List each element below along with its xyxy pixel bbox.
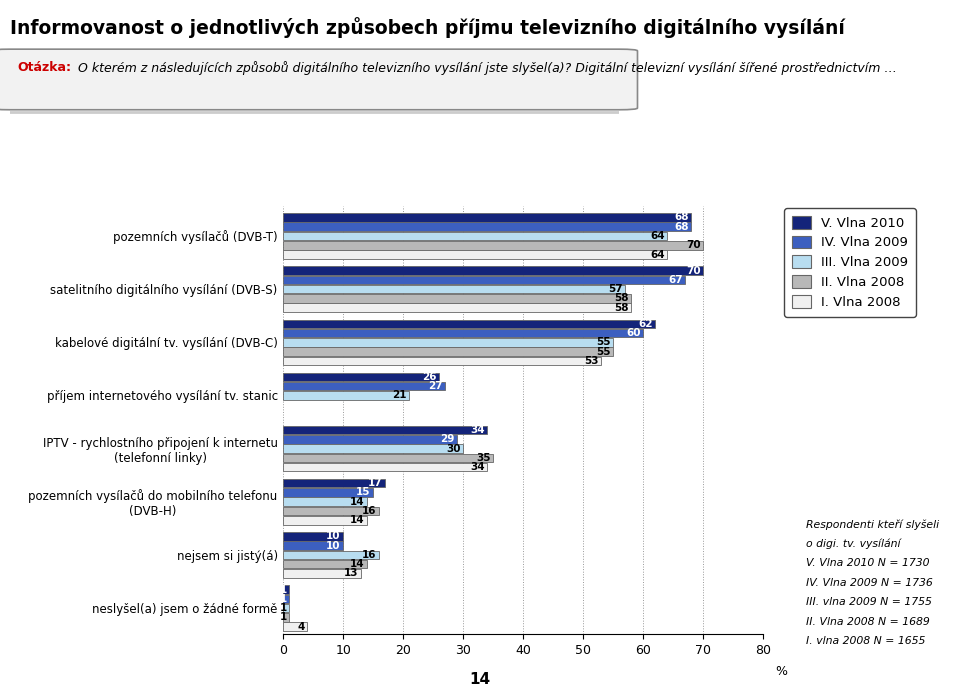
Text: 14: 14 [350,497,365,507]
Bar [283,445,463,453]
Text: 10: 10 [326,541,341,551]
Bar [283,275,685,284]
Text: 58: 58 [614,293,629,303]
Bar [283,569,361,578]
Text: 29: 29 [441,434,455,445]
Text: %: % [776,666,787,678]
Bar [283,613,289,622]
Bar [283,585,289,594]
Bar [283,516,367,525]
Text: I. vlna 2008 N = 1655: I. vlna 2008 N = 1655 [806,636,925,646]
Bar [283,454,493,462]
Text: 30: 30 [446,443,461,454]
Text: 64: 64 [650,250,664,259]
Bar [283,595,289,603]
Text: 1: 1 [279,594,287,604]
Text: 17: 17 [369,478,383,488]
Text: o digi. tv. vysílání: o digi. tv. vysílání [806,539,900,549]
Text: 13: 13 [345,569,359,579]
Bar [283,357,601,365]
Text: 62: 62 [638,319,653,329]
Bar [283,498,367,506]
Text: 34: 34 [470,425,485,435]
Bar [283,604,289,613]
Bar [283,231,667,240]
Text: 35: 35 [476,453,491,463]
Bar [283,250,667,259]
Text: 14: 14 [350,559,365,569]
FancyBboxPatch shape [0,49,637,109]
Bar [283,338,613,346]
Bar [283,373,439,381]
Bar [283,241,703,250]
Text: 1: 1 [279,603,287,613]
Text: 27: 27 [428,381,443,391]
Text: 21: 21 [393,390,407,401]
Text: 70: 70 [686,240,701,250]
Text: 16: 16 [362,550,376,560]
Text: 53: 53 [585,355,599,366]
Bar [283,426,487,434]
Text: 14: 14 [469,671,491,687]
Text: 55: 55 [596,337,611,347]
Text: 15: 15 [356,487,371,498]
Bar [283,347,613,355]
Bar [283,560,367,569]
Text: Informovanost o jednotlivých způsobech příjmu televizního digitálního vysílání: Informovanost o jednotlivých způsobech p… [10,17,845,38]
Bar [283,507,379,515]
Text: 58: 58 [614,302,629,313]
Bar [283,213,691,222]
Bar [283,391,409,399]
Bar [283,266,703,275]
Text: Respondenti kteří slyšeli: Respondenti kteří slyšeli [806,519,940,530]
Text: 14: 14 [350,515,365,526]
Bar [283,303,632,312]
Text: 64: 64 [650,231,664,241]
Bar [283,542,344,550]
Text: Otázka:: Otázka: [17,61,71,74]
Text: 4: 4 [298,622,305,631]
Bar [283,463,487,471]
Text: 55: 55 [596,346,611,357]
Bar [283,622,307,631]
Bar [283,319,655,328]
Legend: V. Vlna 2010, IV. Vlna 2009, III. Vlna 2009, II. Vlna 2008, I. Vlna 2008: V. Vlna 2010, IV. Vlna 2009, III. Vlna 2… [784,208,916,316]
Text: III. vlna 2009 N = 1755: III. vlna 2009 N = 1755 [806,597,932,607]
Text: 70: 70 [686,266,701,275]
Text: O kterém z následujících způsobů digitálního televizního vysílání jste slyšel(a): O kterém z následujících způsobů digitál… [74,61,897,75]
Text: 26: 26 [422,372,437,382]
Text: IV. Vlna 2009 N = 1736: IV. Vlna 2009 N = 1736 [806,578,933,588]
Bar [283,435,457,443]
Text: 10: 10 [326,531,341,542]
Bar [283,551,379,559]
Text: 68: 68 [674,222,688,231]
Bar [283,285,625,293]
Bar [283,479,385,487]
Text: 34: 34 [470,462,485,472]
Bar [283,329,643,337]
Bar [283,532,344,541]
Text: V. Vlna 2010 N = 1730: V. Vlna 2010 N = 1730 [806,558,930,568]
Text: 67: 67 [668,275,683,285]
Text: 60: 60 [626,328,641,338]
Bar [283,488,373,497]
Text: 1: 1 [279,613,287,622]
Text: 57: 57 [609,284,623,294]
Bar [283,222,691,231]
Text: 16: 16 [362,506,376,516]
Text: II. Vlna 2008 N = 1689: II. Vlna 2008 N = 1689 [806,617,930,627]
Text: 68: 68 [674,213,688,222]
Text: 1: 1 [279,585,287,595]
Bar [283,294,632,302]
Bar [283,382,445,390]
